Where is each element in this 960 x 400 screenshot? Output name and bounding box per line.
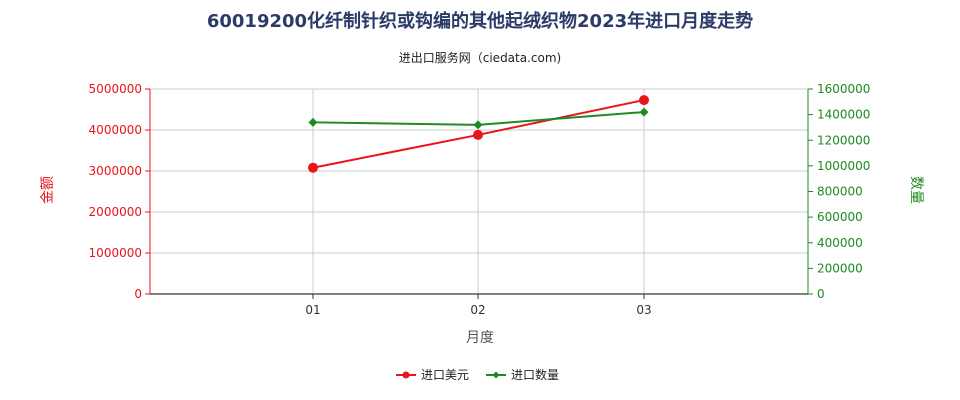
data-point	[639, 95, 649, 106]
right-tick-label: 1600000	[817, 82, 870, 96]
left-tick-label: 5000000	[89, 82, 142, 96]
right-tick-label: 800000	[817, 185, 863, 199]
left-axis-ticks: 0 1000000 2000000 3000000 4000000 5000000	[89, 82, 150, 301]
right-tick-label: 1200000	[817, 133, 870, 147]
legend-label: 进口美元	[421, 368, 469, 382]
right-tick-label: 0	[817, 287, 825, 301]
legend: 进口美元 进口数量	[396, 367, 559, 382]
series-right	[308, 107, 649, 130]
x-tick-label: 01	[305, 303, 320, 317]
x-axis-title: 月度	[466, 330, 494, 346]
left-tick-label: 4000000	[89, 123, 142, 137]
data-point	[639, 107, 649, 117]
x-tick-label: 02	[470, 303, 485, 317]
data-point	[308, 162, 318, 173]
data-point	[473, 120, 483, 130]
series-left	[308, 95, 649, 173]
legend-item: 进口美元	[396, 368, 469, 382]
right-tick-label: 1000000	[817, 159, 870, 173]
chart-subtitle: 进出口服务网（ciedata.com)	[399, 50, 561, 65]
legend-item: 进口数量	[486, 367, 559, 382]
legend-marker	[492, 371, 500, 379]
x-axis-ticks: 01 02 03	[305, 294, 652, 317]
right-tick-label: 1400000	[817, 108, 870, 122]
left-axis-title: 金额	[40, 176, 56, 204]
right-tick-label: 200000	[817, 261, 863, 275]
legend-label: 进口数量	[511, 367, 559, 382]
right-axis-ticks: 0 200000 400000 600000 800000 1000000 1200000 1…	[808, 82, 870, 301]
left-tick-label: 3000000	[89, 164, 142, 178]
x-tick-label: 03	[636, 303, 651, 317]
left-tick-label: 1000000	[89, 246, 142, 260]
chart-title: 60019200化纤制针织或钩编的其他起绒织物2023年进口月度走势	[207, 10, 753, 32]
grid	[150, 88, 809, 294]
data-point	[473, 129, 483, 140]
left-tick-label: 0	[134, 287, 142, 301]
left-tick-label: 2000000	[89, 205, 142, 219]
right-axis-title: 数量	[908, 176, 924, 204]
data-point	[308, 117, 318, 127]
right-tick-label: 400000	[817, 236, 863, 250]
axes	[149, 89, 809, 295]
legend-marker	[402, 371, 410, 379]
series-layer	[308, 95, 649, 173]
right-tick-label: 600000	[817, 210, 863, 224]
